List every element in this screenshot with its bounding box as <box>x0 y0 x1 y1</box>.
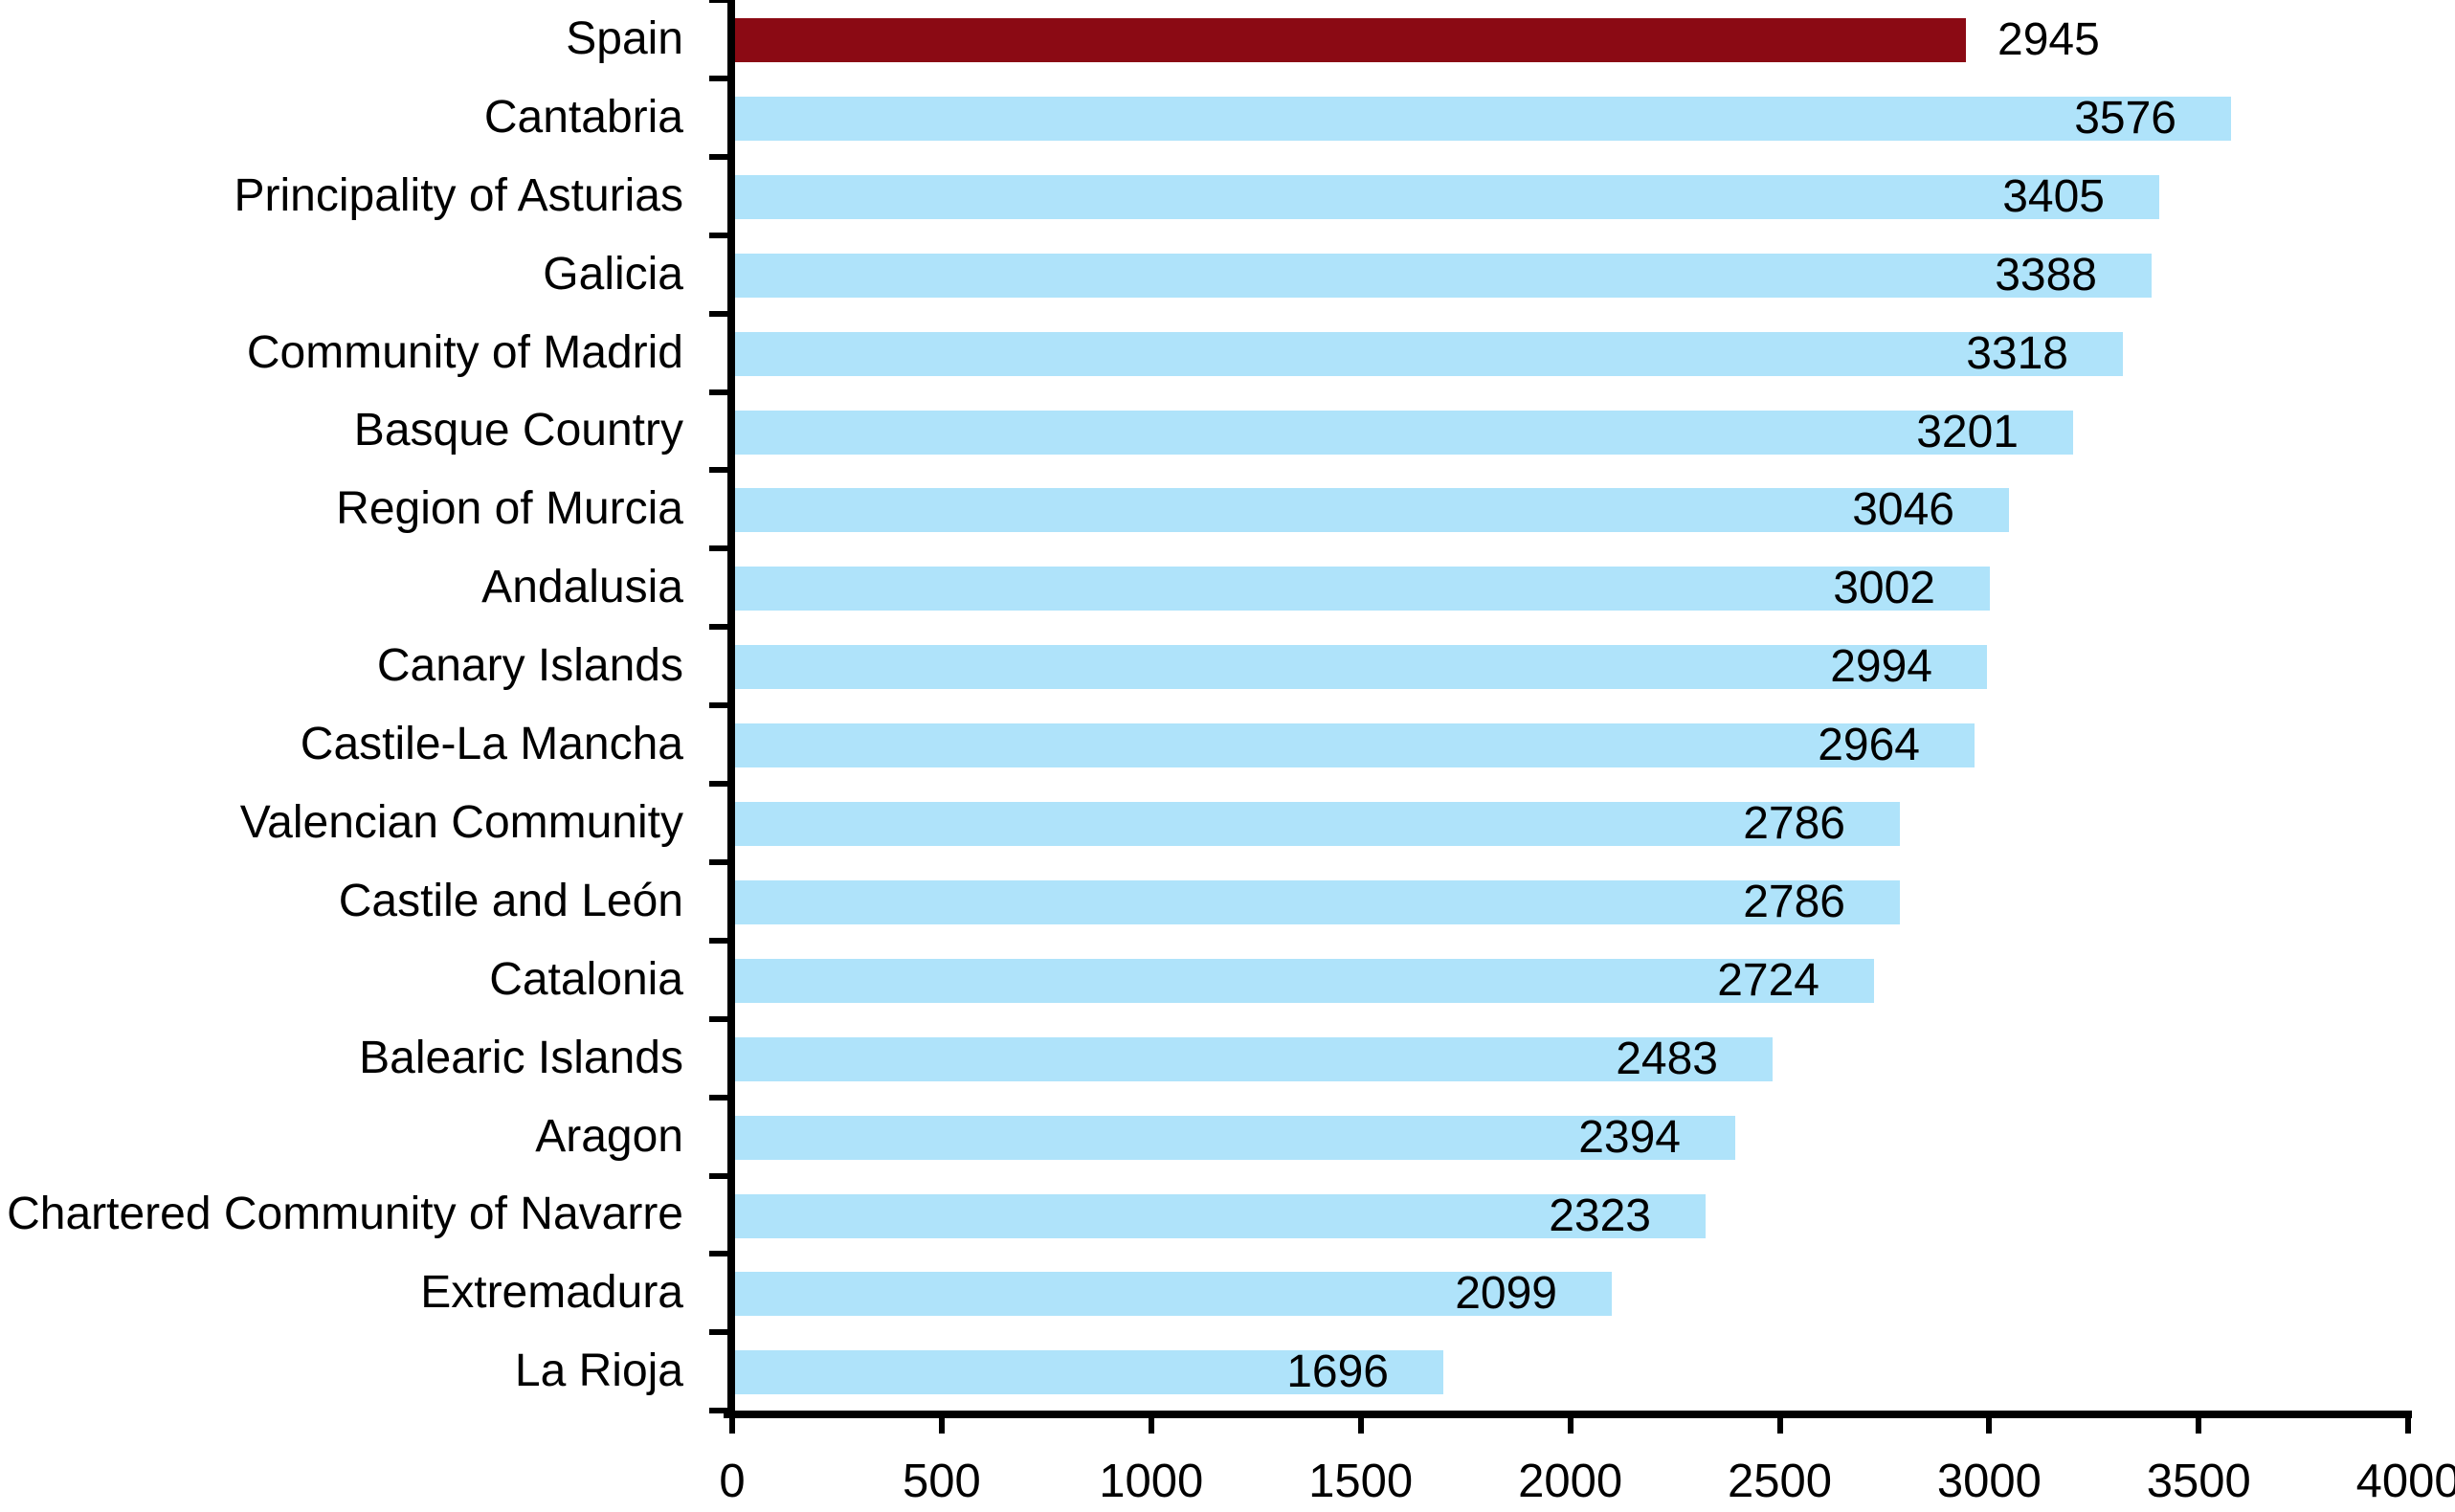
y-axis-tick <box>709 1172 728 1179</box>
y-axis-line <box>727 0 735 1418</box>
y-axis-tick <box>709 1251 728 1257</box>
value-label-chartered-community-of-navarre: 2323 <box>1549 1190 1651 1241</box>
bar-la-rioja <box>732 1350 1443 1395</box>
y-axis-tick <box>709 545 728 552</box>
y-axis-tick <box>709 232 728 238</box>
category-label-valencian-community: Valencian Community <box>239 796 683 848</box>
x-axis-tick-label: 4000 <box>2355 1456 2455 1507</box>
bar-valencian-community <box>732 802 1900 846</box>
y-axis-tick <box>709 0 728 3</box>
x-axis-tick <box>2405 1418 2412 1434</box>
x-axis-line <box>724 1411 2412 1418</box>
bar-aragon <box>732 1115 1735 1160</box>
value-label-castile-la-mancha: 2964 <box>1818 720 1920 771</box>
y-axis-tick <box>709 937 728 944</box>
bar-catalonia <box>732 958 1874 1003</box>
value-label-castile-and-le-n: 2786 <box>1743 876 1845 927</box>
value-label-principality-of-asturias: 3405 <box>2002 170 2105 222</box>
y-axis-tick <box>709 624 728 631</box>
y-axis-tick <box>709 310 728 317</box>
x-axis-tick-label: 0 <box>719 1456 746 1507</box>
y-axis-tick <box>709 1094 728 1101</box>
y-axis-tick <box>709 1329 728 1336</box>
value-label-la-rioja: 1696 <box>1286 1346 1389 1398</box>
value-label-balearic-islands: 2483 <box>1616 1033 1718 1084</box>
value-label-spain: 2945 <box>1997 14 2100 65</box>
value-label-cantabria: 3576 <box>2074 92 2176 144</box>
bar-community-of-madrid <box>732 331 2123 376</box>
bar-extremadura <box>732 1272 1612 1317</box>
bar-galicia <box>732 253 2152 298</box>
bar-andalusia <box>732 567 1990 611</box>
y-axis-tick <box>709 75 728 81</box>
value-label-aragon: 2394 <box>1578 1111 1681 1163</box>
category-label-basque-country: Basque Country <box>353 405 683 456</box>
value-label-galicia: 3388 <box>1995 249 2097 300</box>
category-label-catalonia: Catalonia <box>489 953 683 1005</box>
x-axis-tick-label: 1500 <box>1308 1456 1414 1507</box>
category-label-castile-la-mancha: Castile-La Mancha <box>300 719 683 770</box>
value-label-region-of-murcia: 3046 <box>1852 484 1954 536</box>
category-label-extremadura: Extremadura <box>420 1267 683 1319</box>
bar-castile-la-mancha <box>732 723 1975 768</box>
x-axis-tick-label: 500 <box>903 1456 981 1507</box>
x-axis-tick <box>1148 1418 1154 1434</box>
x-axis-tick-label: 2000 <box>1518 1456 1623 1507</box>
y-axis-tick <box>709 1015 728 1022</box>
category-label-castile-and-le-n: Castile and León <box>338 875 683 926</box>
bar-region-of-murcia <box>732 488 2009 533</box>
x-axis-tick <box>1776 1418 1783 1434</box>
y-axis-tick <box>709 781 728 787</box>
x-axis-tick <box>1986 1418 1993 1434</box>
y-axis-tick <box>709 702 728 709</box>
category-label-andalusia: Andalusia <box>481 562 683 613</box>
category-label-la-rioja: La Rioja <box>514 1345 683 1397</box>
bar-chartered-community-of-navarre <box>732 1193 1706 1238</box>
category-label-region-of-murcia: Region of Murcia <box>336 483 683 535</box>
x-axis-tick <box>729 1418 735 1434</box>
category-label-aragon: Aragon <box>535 1110 683 1162</box>
value-label-catalonia: 2724 <box>1717 954 1819 1006</box>
x-axis-tick <box>2196 1418 2202 1434</box>
bar-spain <box>732 18 1966 62</box>
bar-basque-country <box>732 410 2073 455</box>
category-label-canary-islands: Canary Islands <box>376 640 683 692</box>
value-label-community-of-madrid: 3318 <box>1966 327 2068 379</box>
bar-castile-and-le-n <box>732 879 1900 924</box>
x-axis-tick-label: 2500 <box>1727 1456 1833 1507</box>
value-label-valencian-community: 2786 <box>1743 798 1845 849</box>
category-label-balearic-islands: Balearic Islands <box>359 1032 683 1083</box>
y-axis-tick <box>709 467 728 474</box>
value-label-basque-country: 3201 <box>1916 406 2019 457</box>
y-axis-tick <box>709 153 728 160</box>
x-axis-tick-label: 3500 <box>2146 1456 2251 1507</box>
y-axis-tick <box>709 1408 728 1414</box>
category-label-principality-of-asturias: Principality of Asturias <box>234 169 683 221</box>
x-axis-tick <box>1567 1418 1573 1434</box>
x-axis-tick <box>938 1418 945 1434</box>
x-axis-tick-label: 1000 <box>1099 1456 1204 1507</box>
y-axis-tick <box>709 389 728 395</box>
bar-balearic-islands <box>732 1036 1773 1081</box>
category-label-spain: Spain <box>566 12 683 64</box>
bar-cantabria <box>732 96 2231 141</box>
bar-canary-islands <box>732 645 1987 690</box>
x-axis-tick-label: 3000 <box>1936 1456 2042 1507</box>
category-label-galicia: Galicia <box>543 248 683 300</box>
value-label-extremadura: 2099 <box>1455 1268 1557 1320</box>
bar-principality-of-asturias <box>732 174 2159 219</box>
category-label-community-of-madrid: Community of Madrid <box>246 326 683 378</box>
value-label-andalusia: 3002 <box>1833 563 1935 614</box>
category-label-chartered-community-of-navarre: Chartered Community of Navarre <box>7 1189 683 1240</box>
value-label-canary-islands: 2994 <box>1830 641 1932 693</box>
category-label-cantabria: Cantabria <box>483 91 683 143</box>
x-axis-tick <box>1357 1418 1364 1434</box>
y-axis-tick <box>709 858 728 865</box>
